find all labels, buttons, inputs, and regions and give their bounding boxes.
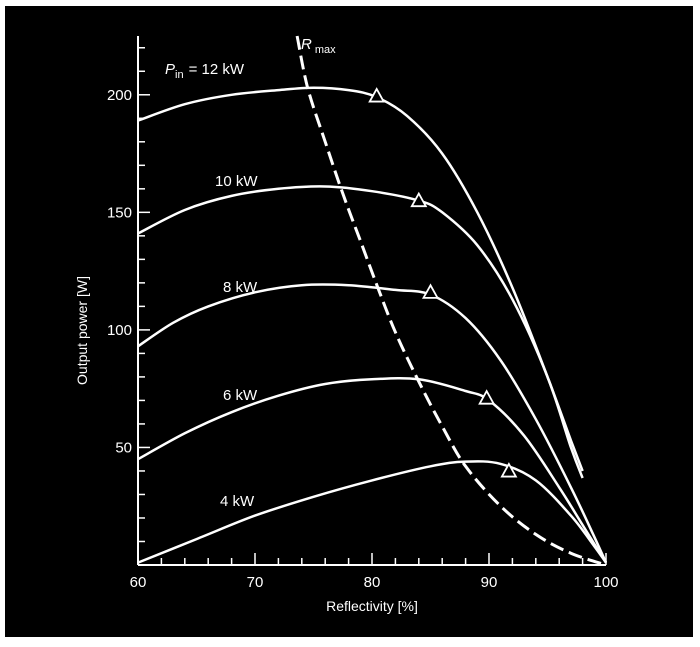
x-tick-label: 80 [364,574,381,591]
curves [137,35,608,567]
curve-label-3: 6 kW [223,387,258,404]
x-tick-label: 60 [130,574,147,591]
x-axis-label: Reflectivity [%] [326,598,418,614]
y-tick-label: 150 [107,204,132,221]
curve-label-2: 8 kW [223,279,258,296]
y-tick-label: 200 [107,87,132,104]
rmax-marker-0 [368,87,386,103]
rmax-curve [295,35,607,567]
rmax-marker-1 [410,191,428,208]
axes [137,36,606,566]
x-tick-label: 70 [247,574,264,591]
curve-4 [137,460,608,564]
chart-panel: 50 100 150 200 60 70 80 90 100 Reflectivity [%] Ou… [5,6,693,637]
y-tick-label: 50 [115,439,132,456]
y-axis-label: Output power [W] [74,276,90,385]
markers [368,87,518,478]
y-tick-label: 100 [107,322,132,339]
rmax-marker-3 [478,389,496,405]
x-tick-label: 100 [593,574,618,591]
x-tick-label: 90 [481,574,498,591]
curve-2 [137,283,608,564]
curve-0 [137,86,584,472]
reflectivity-chart: 50 100 150 200 60 70 80 90 100 Reflectivity [%] Ou… [74,35,619,614]
curve-label-0: Pin = 12 kW [165,61,245,81]
curve-label-1: 10 kW [215,173,258,190]
rmax-marker-2 [421,283,440,299]
labels: 50 100 150 200 60 70 80 90 100 Reflectivity [%] Ou… [74,36,619,614]
curve-1 [137,185,584,479]
ticks [137,47,607,565]
rmax-marker-4 [500,462,518,478]
curve-label-4: 4 kW [220,493,255,510]
